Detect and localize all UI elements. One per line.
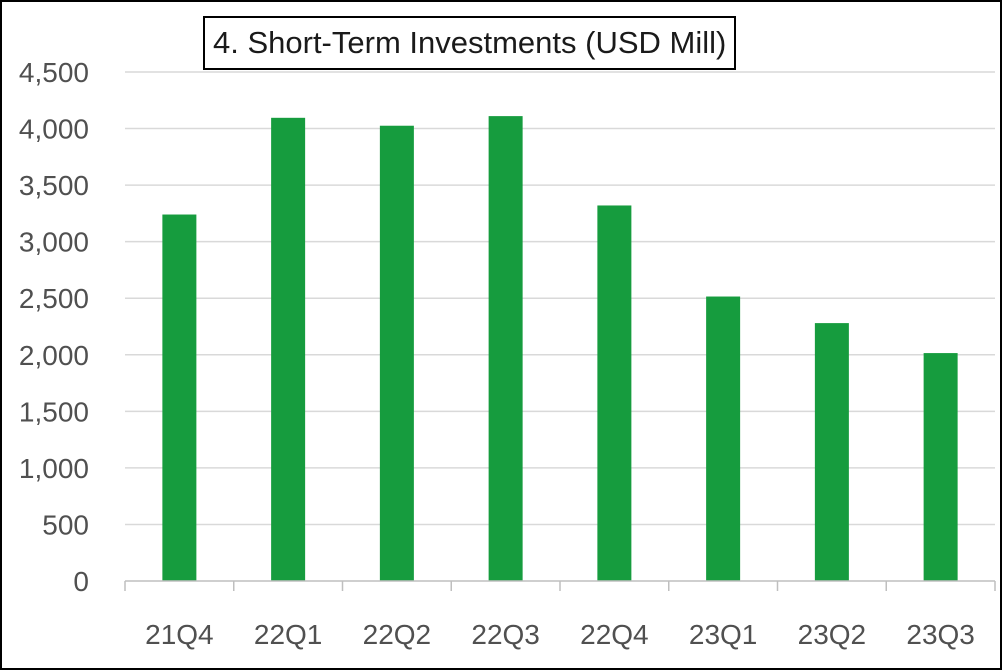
bar bbox=[488, 116, 523, 581]
x-tick-label: 23Q2 bbox=[798, 619, 867, 650]
bars bbox=[162, 116, 958, 581]
bar bbox=[162, 214, 197, 581]
y-tick-label: 4,500 bbox=[19, 57, 89, 88]
bar bbox=[706, 296, 741, 581]
y-tick-label: 2,500 bbox=[19, 283, 89, 314]
x-axis-tick-labels: 21Q4 22Q1 22Q2 22Q3 22Q4 23Q1 23Q2 23Q3 bbox=[145, 619, 975, 650]
x-tick-label: 23Q1 bbox=[689, 619, 758, 650]
y-tick-label: 4,000 bbox=[19, 114, 89, 145]
y-tick-label: 3,000 bbox=[19, 227, 89, 258]
y-tick-label: 1,000 bbox=[19, 453, 89, 484]
y-tick-label: 0 bbox=[73, 566, 89, 597]
y-axis-tick-labels: 0 500 1,000 1,500 2,000 2,500 3,000 3,500 4,000 4… bbox=[19, 57, 89, 597]
chart-title: 4. Short-Term Investments (USD Mill) bbox=[203, 16, 737, 70]
x-tick-label: 22Q4 bbox=[580, 619, 649, 650]
x-tick-label: 22Q2 bbox=[363, 619, 432, 650]
bar bbox=[271, 117, 306, 581]
y-tick-label: 3,500 bbox=[19, 170, 89, 201]
x-tick-label: 22Q1 bbox=[254, 619, 323, 650]
y-tick-label: 500 bbox=[42, 509, 89, 540]
x-axis bbox=[124, 580, 996, 591]
y-tick-label: 1,500 bbox=[19, 396, 89, 427]
bar bbox=[814, 323, 849, 581]
gridlines bbox=[125, 71, 995, 526]
x-tick-label: 22Q3 bbox=[471, 619, 540, 650]
x-tick-label: 23Q3 bbox=[906, 619, 975, 650]
x-tick-label: 21Q4 bbox=[145, 619, 214, 650]
y-tick-label: 2,000 bbox=[19, 340, 89, 371]
bar bbox=[597, 205, 632, 581]
bar bbox=[923, 353, 958, 581]
bar bbox=[379, 125, 414, 581]
